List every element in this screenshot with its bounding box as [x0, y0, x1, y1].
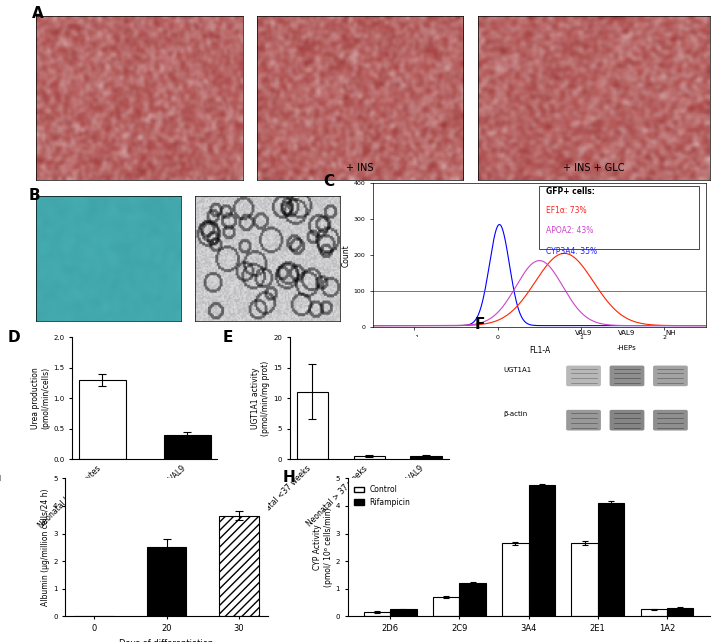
- FancyBboxPatch shape: [653, 365, 688, 386]
- FancyBboxPatch shape: [539, 186, 699, 250]
- Y-axis label: CYP Activity
(pmol/ 10⁶ cells/min): CYP Activity (pmol/ 10⁶ cells/min): [313, 507, 332, 587]
- Y-axis label: Count: Count: [342, 244, 350, 266]
- Text: E: E: [223, 330, 233, 345]
- FancyBboxPatch shape: [566, 365, 601, 386]
- Y-axis label: Urea production
(pmol/min/cells): Urea production (pmol/min/cells): [31, 367, 51, 429]
- Text: + INS + GLC: + INS + GLC: [563, 163, 624, 173]
- Text: GFP+ cells:: GFP+ cells:: [546, 187, 595, 196]
- Text: F: F: [475, 317, 485, 332]
- Text: + INS: + INS: [347, 163, 374, 173]
- Text: A: A: [32, 6, 44, 21]
- Bar: [164, 435, 211, 459]
- Bar: [597, 503, 624, 616]
- Y-axis label: Albumin (μg/million cells/24 h): Albumin (μg/million cells/24 h): [41, 489, 50, 606]
- Text: C: C: [323, 174, 334, 189]
- Text: UGT1A1: UGT1A1: [503, 367, 531, 373]
- Bar: [529, 485, 555, 616]
- Text: NH: NH: [665, 330, 675, 336]
- X-axis label: Days of differentiation: Days of differentiation: [119, 639, 214, 642]
- Bar: [433, 597, 460, 616]
- Text: H: H: [282, 470, 295, 485]
- Text: D: D: [7, 330, 20, 345]
- Bar: [571, 543, 597, 616]
- Bar: [353, 456, 385, 459]
- Text: β-actin: β-actin: [503, 412, 527, 417]
- Text: CYP3A4: 35%: CYP3A4: 35%: [546, 247, 597, 256]
- Text: VAL9: VAL9: [618, 330, 636, 336]
- Y-axis label: UGT1A1 activity
(pmol/min/mg prot): UGT1A1 activity (pmol/min/mg prot): [251, 360, 270, 436]
- Bar: [641, 609, 667, 616]
- Text: -HEPs: -HEPs: [617, 345, 637, 351]
- Text: EF1α: 73%: EF1α: 73%: [546, 206, 586, 215]
- Bar: [411, 456, 442, 459]
- FancyBboxPatch shape: [610, 365, 644, 386]
- Text: APOA2: 43%: APOA2: 43%: [546, 227, 594, 236]
- Text: B: B: [29, 188, 41, 204]
- Bar: [297, 392, 328, 459]
- FancyBboxPatch shape: [566, 410, 601, 431]
- Bar: [219, 516, 258, 616]
- Bar: [147, 547, 186, 616]
- Legend: Control, Rifampicin: Control, Rifampicin: [351, 482, 413, 510]
- Text: VAL9: VAL9: [575, 330, 592, 336]
- Bar: [667, 608, 693, 616]
- X-axis label: FL1-A: FL1-A: [529, 345, 550, 354]
- Bar: [460, 583, 486, 616]
- Bar: [502, 543, 529, 616]
- FancyBboxPatch shape: [610, 410, 644, 431]
- Bar: [364, 612, 390, 616]
- Bar: [390, 609, 416, 616]
- Bar: [79, 380, 126, 459]
- FancyBboxPatch shape: [653, 410, 688, 431]
